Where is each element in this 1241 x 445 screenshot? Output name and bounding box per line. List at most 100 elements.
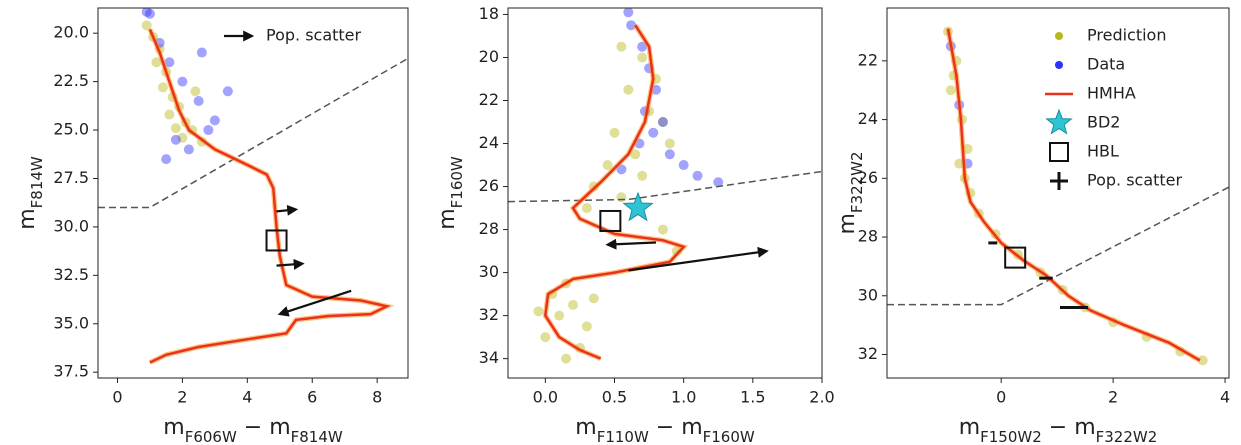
scatter-arrow (276, 204, 299, 216)
data-point (203, 125, 214, 136)
data-point (626, 20, 637, 31)
x-tick-label: 2.0 (809, 388, 834, 407)
y-tick-label: 27.5 (53, 168, 89, 187)
data-point (141, 8, 152, 17)
x-tick-label: 0.0 (533, 388, 558, 407)
panel: 0 2 4222426283032PredictionDataHMHABD2HBLP… (858, 7, 1230, 407)
selection-boundary (508, 170, 822, 203)
axis-label: mF160W (435, 156, 466, 230)
data-point (170, 123, 181, 134)
y-tick-label: 20.0 (53, 23, 89, 42)
axes-frame (886, 7, 1230, 379)
axis-label-part: − m (649, 415, 703, 440)
data-point (164, 109, 175, 120)
axis-label: mF322W2 (835, 151, 866, 234)
plot-area (98, 8, 408, 365)
y-tick-label: 35.0 (53, 313, 89, 332)
curve-glow (542, 23, 689, 361)
data-point (177, 76, 188, 87)
axis-label-part: m (435, 208, 460, 229)
legend-label: HMHA (1087, 84, 1136, 103)
y-tick-label: 24 (479, 133, 499, 152)
hbl-marker (599, 209, 622, 232)
data-point (190, 86, 201, 97)
x-tick-label: 0 (996, 388, 1006, 407)
legend-swatch (1055, 61, 1063, 69)
data-point (678, 160, 689, 171)
data-point (209, 115, 220, 126)
x-tick-label: 4 (1220, 388, 1230, 407)
data-point (183, 144, 194, 155)
axis-label-part: − m (237, 415, 291, 440)
y-tick-label: 20 (479, 47, 499, 66)
data-point (193, 95, 204, 106)
data-point (945, 85, 956, 96)
data-point (692, 170, 703, 181)
axes-frame (507, 7, 823, 379)
axis-label-subscript: F110W (597, 428, 649, 445)
panel: 0 2 4 6 8 20.0 22.5 25.0 27.5 30.0 32.5 35.0 37.5 Pop… (53, 7, 409, 407)
data-point (630, 149, 641, 160)
data-point (602, 160, 613, 171)
legend-label: Pop. scatter (1087, 171, 1183, 190)
legend-swatch (1050, 172, 1068, 190)
x-tick-label: 2 (1108, 388, 1118, 407)
axis-label-subscript: F322W2 (1096, 428, 1158, 445)
data-point (616, 41, 627, 52)
data-point (713, 177, 724, 188)
x-tick-label: 2 (177, 388, 187, 407)
hbl-marker (265, 229, 288, 252)
plot-area (887, 26, 1229, 366)
scatter-arrow (277, 289, 352, 317)
x-tick-label: 8 (372, 388, 382, 407)
y-tick-label: 26 (479, 176, 499, 195)
axis-label-part: m (163, 415, 184, 440)
y-tick-label: 22 (479, 90, 499, 109)
axis-label-subscript: F606W (185, 428, 237, 445)
hbl-marker (1004, 246, 1027, 269)
axis-label-subscript: F322W2 (848, 151, 866, 213)
data-point (222, 86, 233, 97)
curve (946, 28, 1201, 362)
y-tick-label: 22 (858, 50, 878, 69)
y-tick-label: 30 (479, 262, 499, 281)
y-tick-label: 24 (858, 109, 878, 128)
data-point (588, 293, 599, 304)
y-tick-label: 25.0 (53, 120, 89, 139)
axis-label-part: m (835, 213, 860, 234)
data-point (151, 57, 162, 68)
legend-label: HBL (1087, 142, 1119, 161)
curve (148, 28, 391, 364)
data-point (664, 138, 675, 149)
y-tick-label: 28 (858, 227, 878, 246)
curve (544, 24, 686, 360)
y-tick-label: 32 (858, 344, 878, 363)
axis-label-part: − m (1042, 415, 1096, 440)
x-tick-label: 4 (242, 388, 252, 407)
scatter-arrow (276, 258, 305, 270)
axis-label-subscript: F814W (28, 156, 46, 208)
scatter-arrow (605, 238, 657, 250)
data-point (533, 306, 544, 317)
data-point (657, 224, 668, 235)
legend-label: Prediction (1087, 26, 1166, 45)
data-point (568, 299, 579, 310)
y-tick-label: 18 (479, 4, 499, 23)
data-point (637, 170, 648, 181)
selection-boundary (98, 57, 408, 209)
y-tick-label: 30.0 (53, 216, 89, 235)
y-tick-label: 32 (479, 305, 499, 324)
axis-label: mF150W2 − mF322W2 (959, 415, 1158, 445)
panel: 0.0 0.5 1.0 1.5 2.0 18 20 22 24 26 28 30 32 34 (479, 4, 835, 407)
x-tick-label: 0 (112, 388, 122, 407)
y-tick-label: 34 (479, 348, 499, 367)
data-point (648, 127, 659, 138)
axis-label: mF606W − mF814W (163, 415, 343, 445)
legend-label: BD2 (1087, 113, 1120, 132)
data-point (657, 117, 668, 128)
axis-label: mF814W (15, 156, 46, 230)
axis-label-subscript: F160W (703, 428, 755, 445)
data-point (196, 47, 207, 58)
data-point (561, 353, 572, 364)
legend-swatch (1049, 142, 1069, 162)
